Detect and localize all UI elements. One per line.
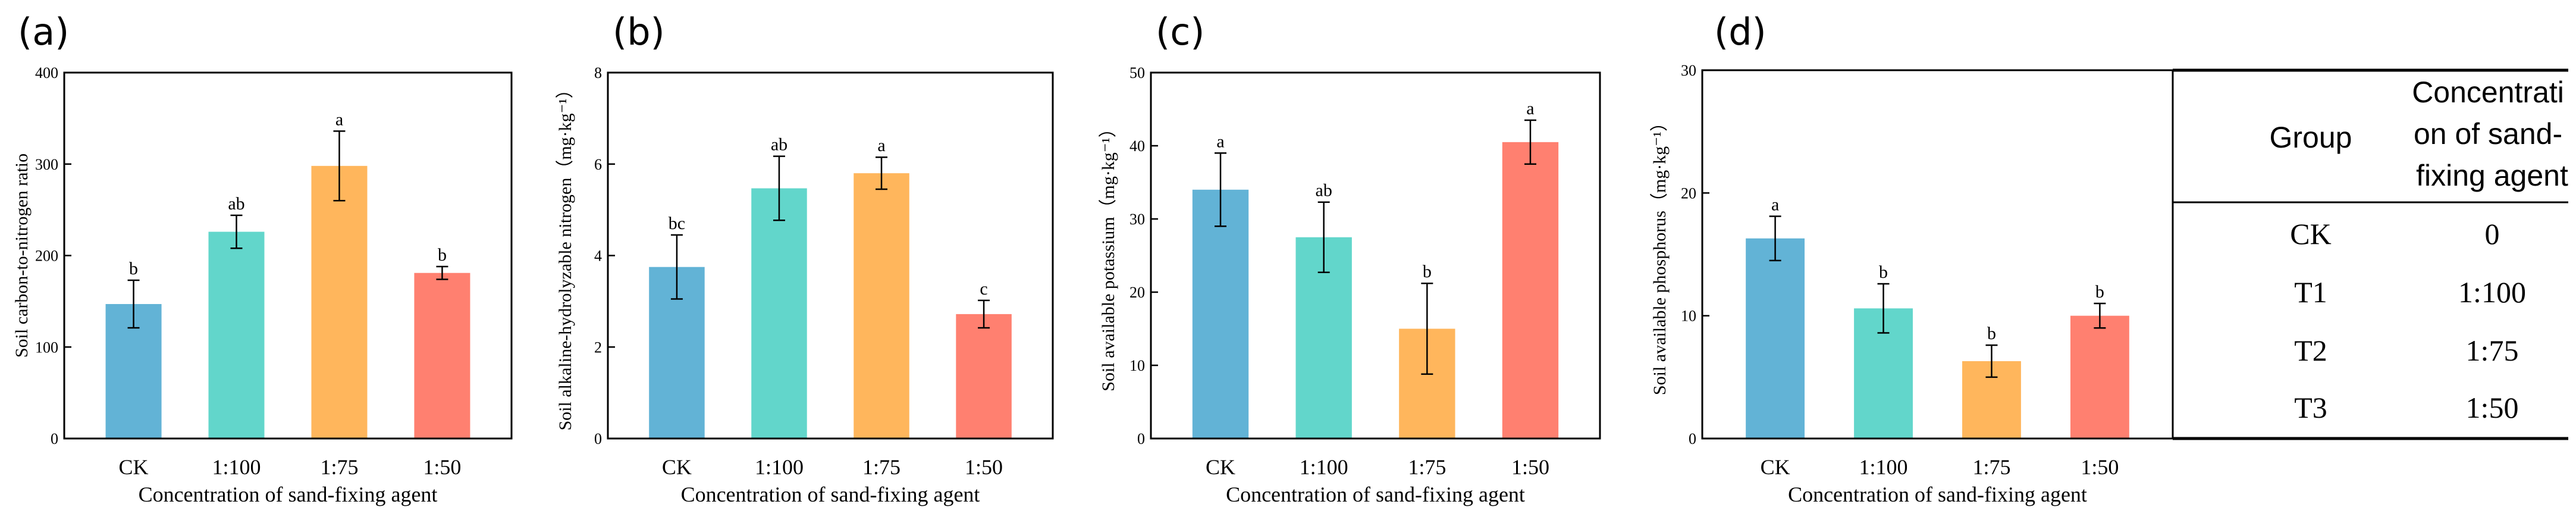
table-cell-group: T1 bbox=[2294, 275, 2327, 309]
significance-letter: b bbox=[129, 259, 138, 278]
chart-panel: (a) b CK ab 1:100 a 1:75 b 1:50 0 100 200 300 400 Conc… bbox=[12, 10, 513, 506]
y-axis-label: Soil available phosphorus（mg·kg⁻¹） bbox=[1650, 114, 1670, 395]
significance-letter: ab bbox=[228, 194, 244, 214]
table-cell-concentration: 1:75 bbox=[2466, 334, 2519, 367]
bar bbox=[208, 231, 265, 439]
x-axis-label: Concentration of sand-fixing agent bbox=[139, 483, 438, 506]
table-cell-group: T3 bbox=[2294, 391, 2327, 424]
bar bbox=[956, 314, 1012, 439]
x-tick-label: CK bbox=[1761, 455, 1790, 479]
table-cell-concentration: 1:50 bbox=[2466, 391, 2519, 424]
y-tick-label: 0 bbox=[1137, 430, 1145, 447]
y-tick-label: 6 bbox=[594, 156, 602, 173]
x-tick-label: 1:75 bbox=[320, 455, 358, 479]
panel-label: (d) bbox=[1714, 10, 1767, 54]
x-tick-label: CK bbox=[1206, 455, 1235, 479]
x-tick-label: 1:75 bbox=[1972, 455, 2010, 479]
plot-frame bbox=[1150, 71, 1601, 440]
table-header-line: fixing agent bbox=[2416, 159, 2568, 192]
x-tick-label: 1:100 bbox=[212, 455, 261, 479]
y-tick-label: 400 bbox=[35, 64, 58, 82]
y-tick-label: 20 bbox=[1129, 284, 1145, 301]
significance-letter: b bbox=[1879, 262, 1888, 282]
significance-letter: a bbox=[877, 136, 885, 155]
x-tick-label: 1:75 bbox=[862, 455, 900, 479]
y-tick-label: 0 bbox=[594, 430, 602, 447]
y-tick-label: 30 bbox=[1681, 62, 1696, 79]
table-cell-group: T2 bbox=[2294, 334, 2327, 367]
significance-letter: ab bbox=[771, 135, 787, 155]
y-tick-label: 0 bbox=[1689, 430, 1696, 447]
y-axis-label: Soil alkaline-hydrolyzable nitrogen（mg·k… bbox=[556, 80, 575, 430]
panel-label: (a) bbox=[18, 10, 69, 54]
bar bbox=[414, 273, 470, 439]
y-tick-label: 20 bbox=[1681, 184, 1696, 202]
x-tick-label: 1:50 bbox=[1511, 455, 1549, 479]
table-header-line: on of sand- bbox=[2414, 117, 2562, 151]
y-axis-label: Soil carbon-to-nitrogen ratio bbox=[12, 154, 32, 358]
significance-letter: a bbox=[335, 109, 343, 129]
significance-letter: bc bbox=[669, 214, 685, 233]
bar bbox=[1746, 238, 1805, 439]
significance-letter: b bbox=[1987, 324, 1996, 343]
bar bbox=[1502, 142, 1559, 439]
significance-letter: c bbox=[980, 279, 987, 299]
significance-letter: a bbox=[1216, 131, 1224, 151]
y-tick-label: 2 bbox=[594, 339, 602, 356]
chart-panel: (b) bc CK ab 1:100 a 1:75 c 1:50 0 2 4 6 8 Concentrati… bbox=[556, 10, 1054, 506]
y-tick-label: 10 bbox=[1129, 357, 1145, 374]
panel-label: (b) bbox=[613, 10, 665, 54]
y-tick-label: 4 bbox=[594, 248, 602, 265]
bar bbox=[854, 173, 909, 439]
chart-panel: (d) a CK b 1:100 b 1:75 b 1:50 0 10 20 30 Concentrati… bbox=[1650, 10, 2174, 506]
x-tick-label: CK bbox=[662, 455, 692, 479]
x-tick-label: CK bbox=[119, 455, 149, 479]
significance-letter: b bbox=[1423, 262, 1432, 281]
x-tick-label: 1:75 bbox=[1408, 455, 1446, 479]
significance-letter: b bbox=[2095, 282, 2104, 302]
significance-letter: a bbox=[1771, 195, 1779, 215]
bar bbox=[1192, 189, 1249, 439]
significance-letter: a bbox=[1526, 99, 1534, 118]
x-axis-label: Concentration of sand-fixing agent bbox=[1788, 483, 2087, 506]
table-cell-group: CK bbox=[2290, 217, 2331, 250]
table-header-concentration: Concentrati on of sand- fixing agent bbox=[2412, 76, 2572, 192]
table-cell-concentration: 1:100 bbox=[2458, 275, 2526, 309]
chart-panel: (c) a CK ab 1:100 b 1:75 a 1:50 0 10 20 30 40 50 Concen… bbox=[1099, 10, 1601, 506]
y-tick-label: 0 bbox=[51, 430, 58, 447]
significance-letter: b bbox=[438, 245, 447, 265]
x-tick-label: 1:100 bbox=[1859, 455, 1908, 479]
panel-label: (c) bbox=[1156, 10, 1204, 54]
table-cell-concentration: 0 bbox=[2485, 217, 2500, 250]
plot-frame bbox=[1701, 69, 2174, 440]
y-tick-label: 10 bbox=[1681, 308, 1696, 325]
x-tick-label: 1:50 bbox=[965, 455, 1003, 479]
table-header-group: Group bbox=[2270, 121, 2352, 154]
x-axis-label: Concentration of sand-fixing agent bbox=[1226, 483, 1525, 506]
significance-letter: ab bbox=[1316, 181, 1332, 201]
y-tick-label: 300 bbox=[35, 156, 58, 173]
x-tick-label: 1:100 bbox=[755, 455, 804, 479]
bar bbox=[311, 165, 368, 439]
y-axis-label: Soil available potassium（mg·kg⁻¹） bbox=[1099, 120, 1118, 391]
concentration-table: Group Concentrati on of sand- fixing age… bbox=[2173, 68, 2572, 440]
x-axis-label: Concentration of sand-fixing agent bbox=[681, 483, 980, 506]
y-tick-label: 200 bbox=[35, 248, 58, 265]
table-header-line: Concentrati bbox=[2412, 76, 2564, 109]
bar bbox=[751, 188, 807, 439]
x-tick-label: 1:50 bbox=[423, 455, 461, 479]
y-tick-label: 8 bbox=[594, 64, 602, 82]
y-tick-label: 40 bbox=[1129, 137, 1145, 155]
x-tick-label: 1:100 bbox=[1300, 455, 1348, 479]
bar bbox=[2070, 315, 2129, 439]
y-tick-label: 30 bbox=[1129, 211, 1145, 228]
x-tick-label: 1:50 bbox=[2081, 455, 2119, 479]
y-tick-label: 100 bbox=[35, 339, 58, 356]
y-tick-label: 50 bbox=[1129, 64, 1145, 82]
